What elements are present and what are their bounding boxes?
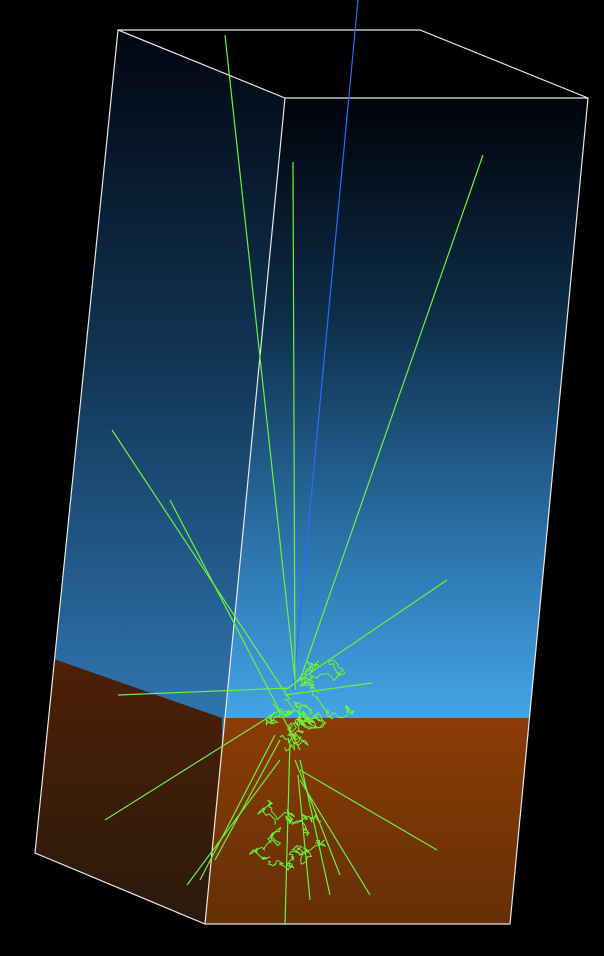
secondary-track	[299, 154, 484, 681]
secondary-track	[104, 709, 281, 821]
shower-track	[291, 839, 326, 865]
primary-track	[292, 0, 359, 691]
secondary-track	[297, 774, 311, 901]
secondary-track	[292, 161, 296, 691]
secondary-track	[299, 769, 438, 851]
secondary-track	[224, 34, 296, 681]
shower-track	[248, 826, 282, 860]
secondary-track	[117, 687, 291, 696]
shower-track	[265, 703, 293, 726]
shower-track	[279, 732, 309, 752]
secondary-track	[294, 759, 341, 876]
shower-track	[295, 660, 320, 687]
shower-track	[257, 799, 296, 825]
secondary-track	[299, 759, 331, 896]
box-edge	[204, 97, 286, 925]
secondary-track	[169, 499, 301, 751]
secondary-track	[214, 739, 281, 861]
shower-track	[299, 710, 325, 730]
shower-track	[309, 682, 355, 720]
secondary-track	[284, 579, 448, 691]
secondary-track	[186, 759, 281, 886]
shower-track	[285, 813, 322, 837]
secondary-track	[199, 734, 276, 881]
secondary-track	[284, 682, 373, 696]
shower-track	[303, 659, 346, 690]
particle-tracks	[104, 0, 484, 926]
secondary-track	[111, 429, 291, 701]
shower-track	[286, 715, 312, 735]
secondary-track	[299, 779, 371, 896]
secondary-track	[284, 739, 291, 926]
